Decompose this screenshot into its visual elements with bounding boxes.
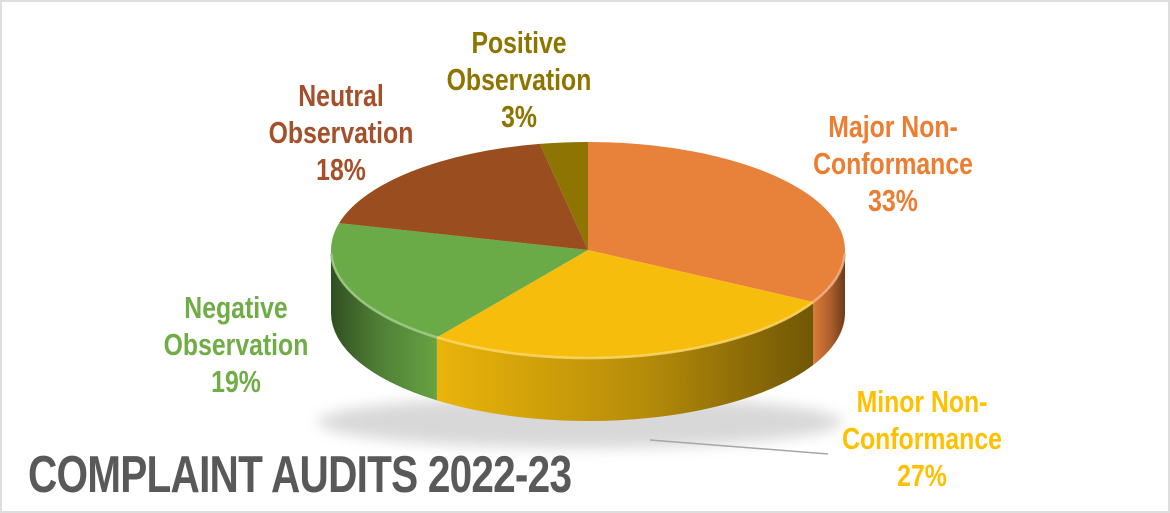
label-line: Observation bbox=[446, 62, 592, 97]
label-line: Conformance bbox=[813, 146, 973, 181]
pie-rim-highlight bbox=[329, 253, 438, 339]
pie-slice-negative-observation[interactable] bbox=[330, 223, 588, 338]
label-percent: 18% bbox=[316, 152, 366, 187]
pie-slice-positive-observation[interactable] bbox=[539, 141, 588, 250]
label-line: Conformance bbox=[842, 421, 1002, 456]
label-line: Major Non- bbox=[828, 109, 958, 144]
chart-title: COMPLAINT AUDITS 2022-23 bbox=[28, 446, 572, 504]
label-line: Negative bbox=[184, 290, 288, 325]
label-line: Neutral bbox=[298, 78, 384, 113]
label-line: Observation bbox=[163, 327, 309, 362]
pie-shadow bbox=[318, 396, 842, 448]
data-label-neutral-observation: Neutral Observation 18% bbox=[269, 77, 414, 188]
data-label-negative-observation: Negative Observation 19% bbox=[164, 289, 309, 400]
pie-slice-side-minor-non-conformance[interactable] bbox=[436, 302, 814, 422]
label-percent: 3% bbox=[501, 99, 537, 134]
pie-slice-major-non-conformance[interactable] bbox=[588, 142, 845, 302]
label-percent: 27% bbox=[897, 458, 947, 493]
pie-slice-minor-non-conformance[interactable] bbox=[436, 250, 814, 359]
label-line: Observation bbox=[268, 115, 414, 150]
pie-rim-highlight bbox=[436, 300, 814, 360]
label-percent: 33% bbox=[868, 183, 918, 218]
pie-3d bbox=[329, 141, 847, 422]
data-label-positive-observation: Positive Observation 3% bbox=[447, 24, 592, 135]
label-line: Positive bbox=[471, 25, 567, 60]
pie-slice-side-negative-observation[interactable] bbox=[330, 250, 437, 401]
leader-line-minor bbox=[649, 439, 829, 455]
pie-slice-neutral-observation[interactable] bbox=[339, 143, 588, 250]
label-line: Minor Non- bbox=[856, 384, 988, 419]
label-percent: 19% bbox=[211, 364, 261, 399]
data-label-minor-non-conformance: Minor Non- Conformance 27% bbox=[842, 383, 1002, 494]
pie-rim-highlight bbox=[812, 253, 847, 304]
data-label-major-non-conformance: Major Non- Conformance 33% bbox=[813, 108, 973, 219]
